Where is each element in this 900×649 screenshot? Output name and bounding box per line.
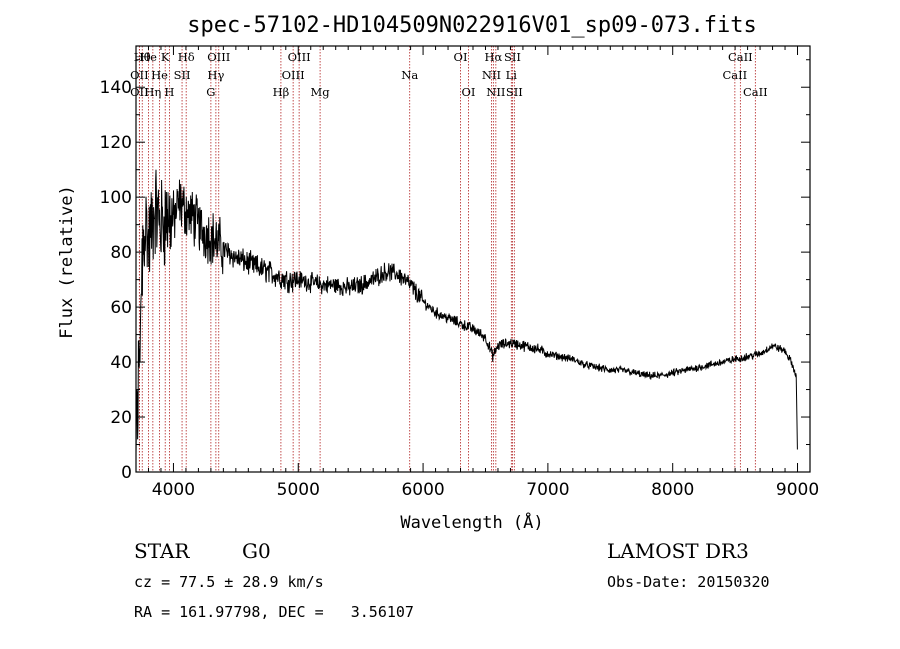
line-marker-label: OII [130,85,149,99]
redshift-cz: cz = 77.5 ± 28.9 km/s [134,573,324,591]
observation-date: Obs-Date: 20150320 [607,573,770,591]
line-marker-label: He [140,50,157,64]
y-tick-label: 0 [121,463,132,483]
line-marker-label: Hη [144,85,161,99]
line-marker-label: NII [482,68,501,82]
line-marker-label: Li [506,68,518,82]
line-marker-label: CaII [728,50,753,64]
x-ticks: 4000 5000 6000 7000 8000 9000 [135,46,819,500]
line-marker-label: OIII [282,68,305,82]
line-marker-label: SII [504,50,521,64]
y-tick-label: 20 [110,408,132,428]
line-marker-label: Na [401,68,418,82]
line-marker-label: K [161,50,170,64]
line-marker-label: Hθ [134,50,151,64]
object-subclass: G0 [242,539,271,563]
y-tick-label: 120 [100,133,132,153]
line-marker-label: CaII [743,85,768,99]
line-marker-label: OIII [207,50,230,64]
coordinates: RA = 161.97798, DEC = 3.56107 [134,603,414,621]
x-tick-label: 8000 [651,480,694,500]
line-marker-label: Hδ [178,50,195,64]
line-marker-label: H [164,85,174,99]
line-marker-label: CaII [722,68,747,82]
marker-lines [138,46,756,472]
y-tick-label: 140 [100,78,132,98]
x-tick-label: 7000 [526,480,569,500]
line-marker-label: G [206,85,215,99]
x-tick-label: 5000 [277,480,320,500]
line-marker-label: SII [506,85,523,99]
line-marker-label: OI [454,50,468,64]
x-tick-label: 6000 [401,480,444,500]
marker-labels: HθOIIOIIHeHηHeKHSIIHδGHγOIIIHβOIIIOIIIMg… [130,50,768,99]
object-class: STAR [134,539,190,563]
y-axis-label: Flux (relative) [57,185,77,339]
y-tick-label: 60 [110,298,132,318]
y-tick-label: 40 [110,353,132,373]
spectrum-line [135,169,798,454]
x-tick-label: 9000 [776,480,819,500]
y-ticks: 0 20 40 60 80 100 120 140 [100,59,810,483]
survey-name: LAMOST DR3 [607,539,749,563]
line-marker-label: Hβ [273,85,290,99]
line-marker-label: NII [486,85,505,99]
line-marker-label: OIII [288,50,311,64]
line-marker-label: OII [130,68,149,82]
chart-title: spec-57102-HD104509N022916V01_sp09-073.f… [187,13,757,38]
line-marker-label: Hγ [207,68,224,82]
line-marker-label: He [151,68,168,82]
line-marker-label: Mg [311,85,331,99]
x-axis-label: Wavelength (Å) [400,511,543,533]
line-marker-label: SII [174,68,191,82]
x-tick-label: 4000 [152,480,195,500]
line-marker-label: OI [462,85,476,99]
y-tick-label: 80 [110,243,132,263]
line-marker-label: Hα [484,50,502,64]
y-tick-label: 100 [100,188,132,208]
